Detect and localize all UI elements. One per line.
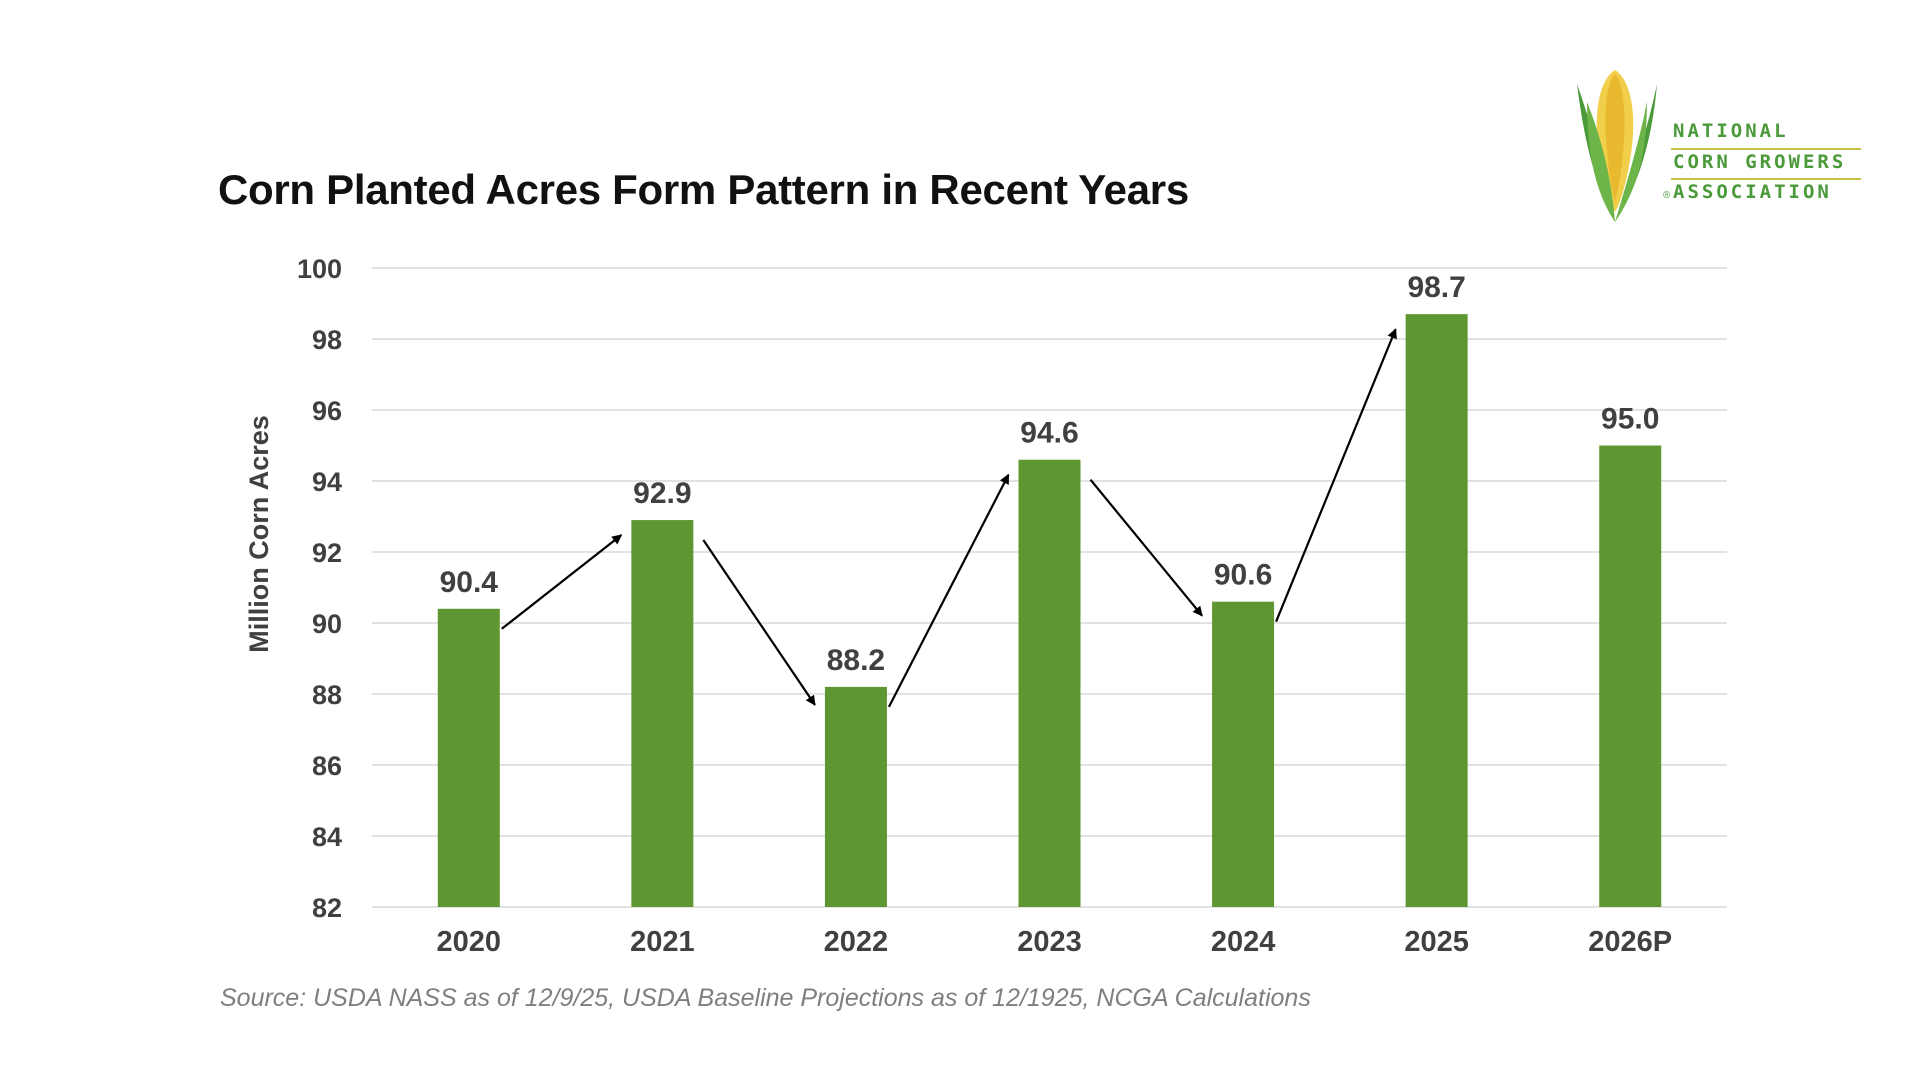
bar-2025 [1405, 314, 1468, 907]
trend-arrow [702, 539, 816, 706]
corn-icon [1577, 70, 1657, 222]
y-axis-ticks: 82 84 86 88 90 92 94 96 98 100 [297, 254, 342, 923]
x-tick-label-2025: 2025 [1404, 926, 1469, 958]
bar-2026P [1599, 445, 1662, 907]
y-tick-label: 82 [312, 893, 342, 923]
ncga-logo: ® NATIONAL CORN GROWERS ASSOCIATION [1565, 62, 1865, 232]
x-tick-label-2021: 2021 [630, 926, 695, 958]
data-label-2026P: 95.0 [1601, 403, 1659, 436]
chart-title: Corn Planted Acres Form Pattern in Recen… [218, 166, 1189, 213]
data-label-2020: 90.4 [440, 566, 499, 599]
logo-rule [1671, 148, 1861, 150]
trend-arrow [1089, 479, 1203, 617]
bar-2021 [631, 520, 694, 907]
y-tick-label: 84 [312, 822, 342, 852]
trend-arrow [1275, 328, 1397, 623]
y-tick-label: 92 [312, 538, 342, 568]
data-label-2023: 94.6 [1020, 417, 1078, 450]
bar-2020 [437, 608, 500, 907]
data-label-2025: 98.7 [1407, 271, 1465, 304]
x-axis-ticks: 2020 2021 2022 2023 2024 2025 2026P [437, 926, 1673, 958]
logo-rule [1671, 178, 1861, 180]
data-label-2021: 92.9 [633, 477, 691, 510]
logo-line-corn-growers: CORN GROWERS [1673, 151, 1847, 173]
y-tick-label: 96 [312, 396, 342, 426]
y-tick-label: 98 [312, 325, 342, 355]
trend-arrows [501, 328, 1397, 708]
trend-arrow [887, 473, 1010, 708]
trend-arrow [501, 534, 623, 630]
x-tick-label-2023: 2023 [1017, 926, 1082, 958]
registered-mark: ® [1663, 190, 1671, 201]
bar-2024 [1212, 601, 1275, 907]
x-tick-label-2026P: 2026P [1588, 926, 1672, 958]
y-tick-label: 94 [312, 467, 342, 497]
logo-line-national: NATIONAL [1673, 120, 1789, 142]
y-axis-title: Million Corn Acres [244, 415, 274, 653]
y-tick-label: 86 [312, 751, 342, 781]
data-label-2024: 90.6 [1214, 559, 1272, 592]
y-tick-label: 88 [312, 680, 342, 710]
bars [437, 314, 1662, 907]
y-tick-label: 90 [312, 609, 342, 639]
data-label-2022: 88.2 [827, 644, 885, 677]
data-labels: 90.4 92.9 88.2 94.6 90.6 98.7 95.0 [440, 271, 1660, 677]
bar-2023 [1018, 459, 1081, 907]
x-tick-label-2020: 2020 [437, 926, 502, 958]
bar-2022 [824, 686, 887, 907]
source-note: Source: USDA NASS as of 12/9/25, USDA Ba… [220, 984, 1311, 1012]
y-tick-label: 100 [297, 254, 342, 284]
x-tick-label-2024: 2024 [1211, 926, 1276, 958]
logo-line-association: ASSOCIATION [1673, 181, 1832, 203]
x-tick-label-2022: 2022 [824, 926, 889, 958]
